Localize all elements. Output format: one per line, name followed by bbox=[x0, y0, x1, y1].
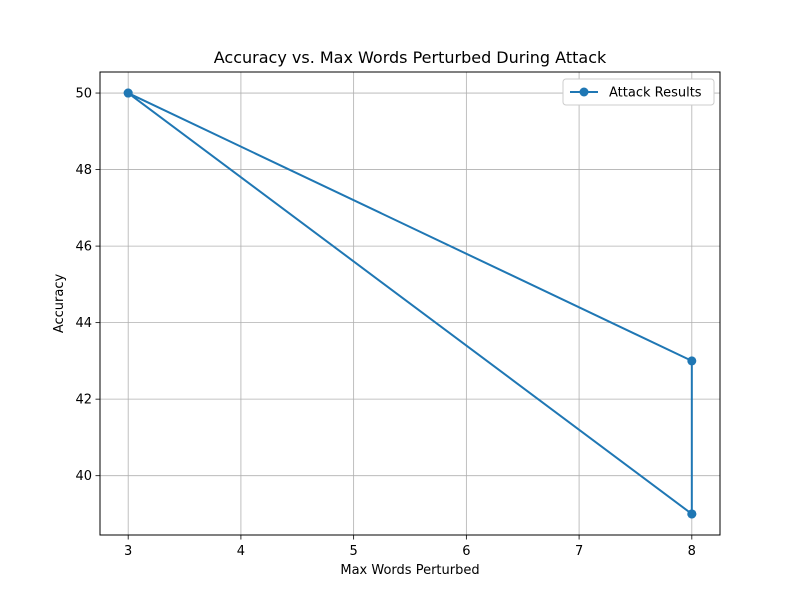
legend-box bbox=[562, 78, 715, 106]
y-axis-label: Accuracy bbox=[52, 274, 67, 334]
legend-series-marker bbox=[579, 87, 589, 97]
y-tick-label: 42 bbox=[75, 393, 92, 408]
x-tick-label: 5 bbox=[349, 544, 357, 559]
chart-title: Accuracy vs. Max Words Perturbed During … bbox=[214, 48, 607, 67]
x-tick-label: 3 bbox=[124, 544, 132, 559]
data-point bbox=[123, 88, 133, 98]
x-axis-label: Max Words Perturbed bbox=[340, 563, 479, 578]
data-point bbox=[687, 509, 697, 519]
x-tick-label: 4 bbox=[237, 544, 245, 559]
y-tick-label: 48 bbox=[75, 163, 92, 178]
plot-area-frame bbox=[99, 71, 721, 536]
x-tick-label: 7 bbox=[575, 544, 583, 559]
x-tick-label: 8 bbox=[688, 544, 696, 559]
y-tick-label: 40 bbox=[75, 469, 92, 484]
y-tick-label: 46 bbox=[75, 240, 92, 255]
data-point bbox=[687, 356, 697, 366]
y-axis-ticks: 40 42 44 46 48 50 bbox=[75, 87, 100, 484]
y-tick-label: 50 bbox=[75, 87, 92, 102]
x-axis-ticks: 3 4 5 6 7 8 bbox=[124, 535, 696, 559]
series-line bbox=[127, 92, 693, 515]
x-tick-label: 6 bbox=[462, 544, 470, 559]
legend: Attack Results bbox=[562, 78, 715, 106]
series-layer bbox=[123, 88, 697, 519]
legend-series-label: Attack Results bbox=[609, 86, 702, 101]
y-tick-label: 44 bbox=[75, 316, 92, 331]
grid-lines bbox=[100, 72, 720, 535]
